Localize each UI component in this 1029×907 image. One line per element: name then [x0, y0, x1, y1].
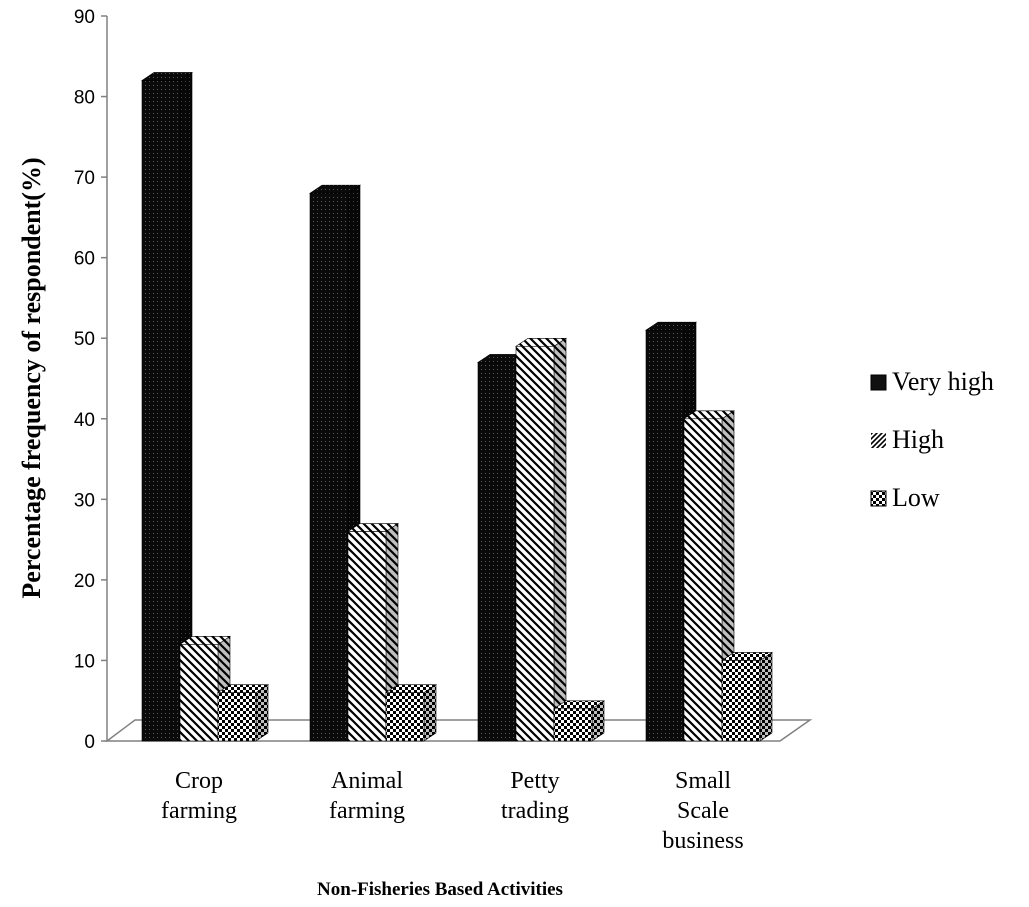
y-tick-label: 80 [74, 88, 95, 109]
legend-label-high: High [892, 425, 944, 454]
y-tick-label: 50 [74, 329, 95, 350]
bar-low-crop-farming [217, 684, 269, 742]
y-axis-title: Percentage frequency of respondent(%) [17, 157, 46, 598]
legend-swatch-low [870, 490, 887, 507]
category-label-small-scale-business: Small Scale business [662, 768, 743, 854]
bar-low-small-scale-business [721, 651, 773, 742]
bar-very-high-crop-farming [141, 71, 193, 742]
category-label-crop-farming: Crop farming [161, 768, 237, 824]
x-axis-title: Non-Fisheries Based Activities [317, 879, 563, 900]
legend-swatch-very-high [870, 374, 887, 391]
y-tick-label: 60 [74, 249, 95, 270]
legend-item-very-high: Very high [870, 367, 994, 396]
bar-low-animal-farming [385, 684, 437, 742]
y-axis: 0 10 20 30 40 50 60 70 80 90 [74, 7, 108, 753]
y-tick-label: 30 [74, 490, 95, 511]
bar-low-petty-trading [553, 700, 605, 742]
legend-item-low: Low [870, 483, 940, 512]
legend-item-high: High [871, 425, 944, 454]
legend-label-very-high: Very high [892, 367, 994, 396]
y-tick-label: 90 [74, 7, 95, 28]
legend-label-low: Low [892, 483, 940, 512]
y-tick-label: 70 [74, 168, 95, 189]
legend: Very high High Low [870, 367, 994, 512]
category-label-animal-farming: Animal farming [329, 768, 405, 824]
bar-high-petty-trading [515, 337, 567, 742]
legend-swatch-high [871, 433, 886, 448]
y-tick-label: 0 [84, 732, 95, 753]
y-tick-label: 40 [74, 410, 95, 431]
category-labels: Crop farming Animal farming Petty trading Smal… [161, 768, 744, 854]
category-label-petty-trading: Petty trading [501, 768, 569, 824]
y-tick-label: 20 [74, 571, 95, 592]
bars [141, 71, 773, 742]
y-tick-label: 10 [74, 651, 95, 672]
